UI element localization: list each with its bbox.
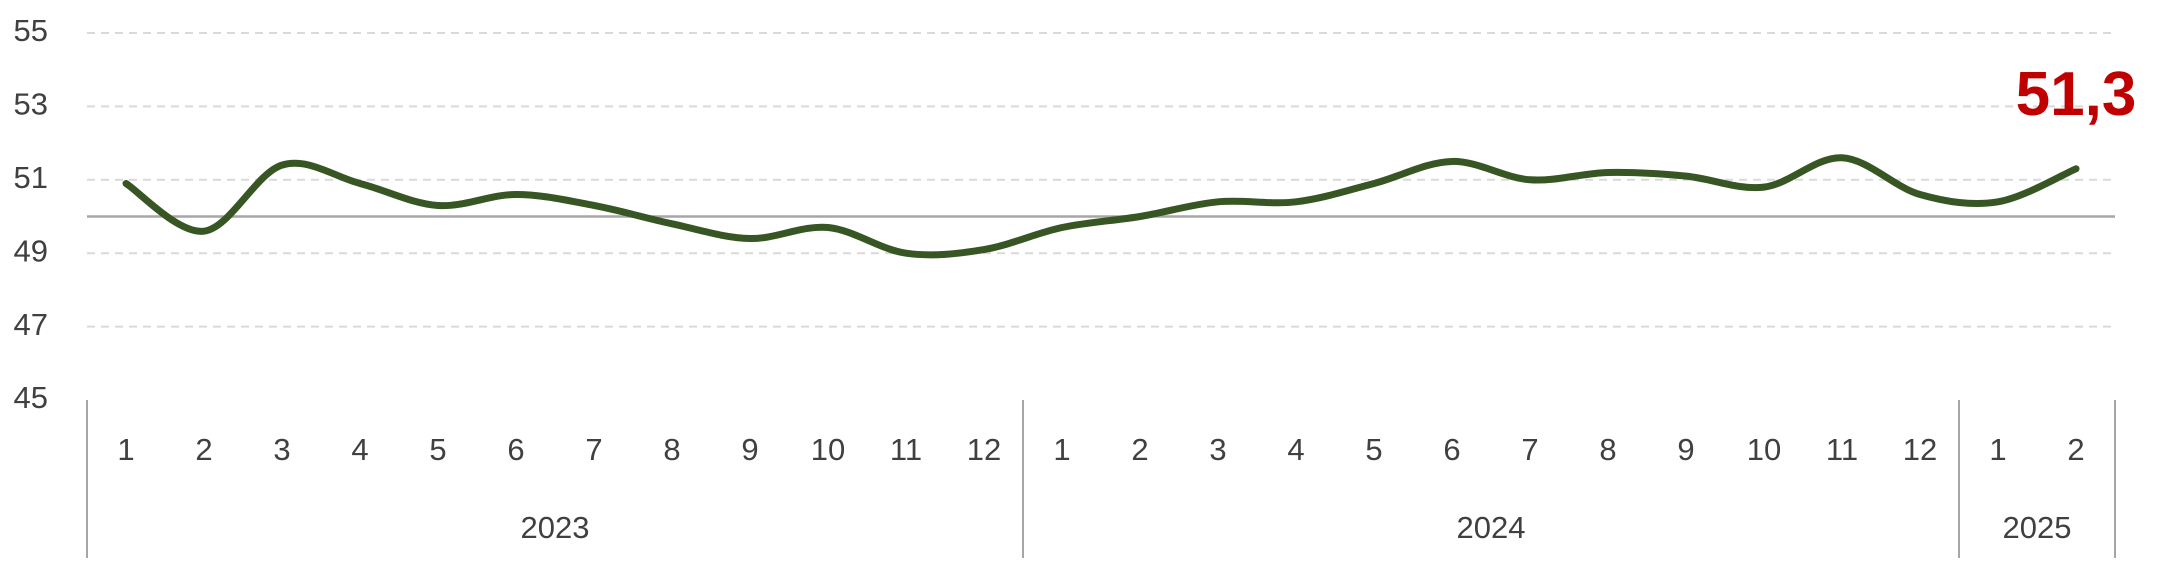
x-tick-label: 5 [429, 432, 446, 467]
x-tick-label: 12 [967, 432, 1001, 467]
x-tick-label: 12 [1903, 432, 1937, 467]
group-label: 2024 [1457, 510, 1526, 545]
x-tick-label: 11 [890, 432, 922, 467]
y-tick-label: 47 [14, 307, 48, 342]
x-tick-label: 3 [1209, 432, 1226, 467]
y-tick-label: 51 [14, 160, 48, 195]
x-tick-label: 6 [1443, 432, 1460, 467]
x-tick-label: 10 [1747, 432, 1781, 467]
x-tick-label: 2 [1131, 432, 1148, 467]
y-tick-label: 49 [14, 233, 48, 268]
x-tick-label: 1 [117, 432, 134, 467]
x-tick-label: 3 [273, 432, 290, 467]
x-tick-label: 1 [1989, 432, 2006, 467]
group-label: 2025 [2003, 510, 2072, 545]
x-tick-label: 7 [585, 432, 602, 467]
y-tick-label: 53 [14, 87, 48, 122]
x-tick-label: 9 [1677, 432, 1694, 467]
x-tick-label: 10 [811, 432, 845, 467]
x-tick-label: 1 [1053, 432, 1070, 467]
x-tick-label: 11 [1826, 432, 1858, 467]
x-tick-label: 6 [507, 432, 524, 467]
series-line [122, 154, 2080, 259]
x-tick-label: 4 [1287, 432, 1304, 467]
x-tick-label: 5 [1365, 432, 1382, 467]
x-tick-label: 8 [1599, 432, 1616, 467]
x-tick-label: 8 [663, 432, 680, 467]
value-label: 51,3 [2016, 60, 2137, 129]
x-tick-label: 2 [195, 432, 212, 467]
y-tick-label: 55 [14, 13, 48, 48]
x-tick-label: 9 [741, 432, 758, 467]
x-tick-label: 4 [351, 432, 368, 467]
y-tick-label: 45 [14, 380, 48, 415]
x-tick-label: 7 [1521, 432, 1538, 467]
x-tick-label: 2 [2067, 432, 2084, 467]
group-label: 2023 [521, 510, 590, 545]
